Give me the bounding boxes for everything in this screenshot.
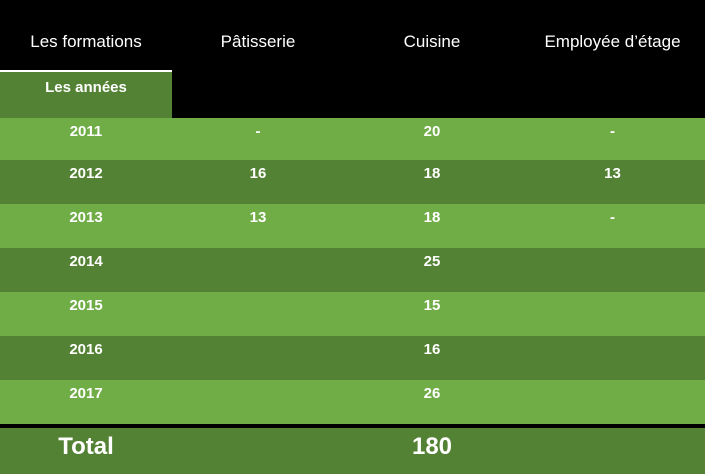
cell-patisserie: -	[255, 123, 261, 140]
cell-cuisine: 15	[423, 297, 441, 314]
cell-year: 2015	[69, 297, 103, 314]
cell-patisserie	[172, 336, 344, 380]
cell-employee: 13	[604, 165, 621, 182]
cell-year: 2016	[69, 341, 103, 358]
cell-patisserie	[172, 292, 344, 336]
total-cuisine: 180	[411, 433, 453, 460]
cell-year: 2011	[69, 123, 103, 140]
header-cuisine: Cuisine	[403, 32, 461, 51]
cell-patisserie: 16	[249, 165, 267, 182]
subheader-row: Les années	[0, 72, 705, 118]
cell-patisserie	[172, 248, 344, 292]
cell-cuisine: 18	[423, 165, 441, 182]
table-total-row: Total 180	[0, 428, 705, 474]
cell-employee	[520, 336, 705, 380]
table-row: 2017 26	[0, 380, 705, 424]
table-row: 2015 15	[0, 292, 705, 336]
cell-cuisine: 18	[423, 209, 441, 226]
cell-cuisine: 20	[423, 123, 441, 140]
header-patisserie: Pâtisserie	[220, 32, 296, 51]
cell-employee: -	[610, 123, 615, 140]
cell-year: 2012	[69, 165, 103, 182]
total-patisserie	[172, 428, 344, 474]
cell-employee	[520, 248, 705, 292]
header-formations: Les formations	[30, 32, 142, 51]
table-row: 2016 16	[0, 336, 705, 380]
header-employee: Employée d’étage	[544, 32, 681, 51]
table-header-row: Les formations Pâtisserie Cuisine Employ…	[0, 0, 705, 73]
header-years: Les années	[0, 72, 172, 118]
cell-employee: -	[610, 209, 615, 226]
cell-cuisine: 25	[423, 253, 441, 270]
cell-cuisine: 16	[423, 341, 441, 358]
cell-year: 2013	[69, 209, 103, 226]
table-row: 2011 - 20 -	[0, 118, 705, 162]
table-row: 2014 25	[0, 248, 705, 292]
cell-patisserie: 13	[249, 209, 267, 226]
table-row: 2012 16 18 13	[0, 160, 705, 204]
header-underline	[0, 70, 172, 73]
table-row: 2013 13 18 -	[0, 204, 705, 248]
cell-year: 2017	[69, 385, 103, 402]
cell-patisserie	[172, 380, 344, 424]
cell-employee	[520, 292, 705, 336]
cell-cuisine: 26	[423, 385, 441, 402]
cell-year: 2014	[69, 253, 103, 270]
cell-employee	[520, 380, 705, 424]
total-employee	[520, 428, 705, 474]
total-label: Total	[58, 433, 114, 460]
